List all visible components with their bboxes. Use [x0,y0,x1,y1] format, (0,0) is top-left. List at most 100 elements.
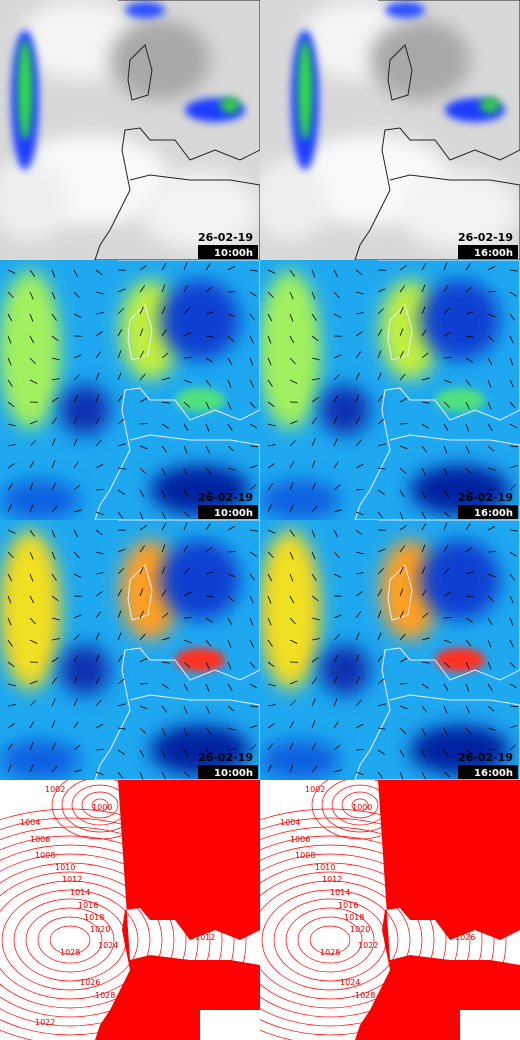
wind-arrow [421,377,430,381]
wind-arrow [249,529,258,532]
field-blob [0,530,60,690]
isobar [0,835,211,1040]
wind-arrow [205,617,213,623]
wind-arrow [249,724,258,729]
wind-arrow [161,749,166,758]
wind-arrow [377,443,386,447]
wind-arrow [117,655,123,663]
time-label: 16:00h [474,248,513,259]
wind-arrow [139,306,144,315]
wind-arrow [267,595,272,604]
wind-arrow [267,335,272,344]
isobar-label: 1012 [62,875,82,884]
wind-arrow [205,286,213,293]
isobar-label: 1022 [35,1018,55,1027]
isobar-label: 1026 [455,933,475,942]
field-blob [385,2,425,18]
wind-arrow [205,523,211,531]
wind-arrow [249,573,256,581]
wind-arrow [161,377,170,381]
wind-arrow [29,460,35,469]
isobar [0,826,223,1040]
wind-arrow [289,680,298,685]
isobar [261,889,399,991]
wind-arrow [73,416,78,425]
time-label: 10:00h [214,768,253,779]
field-blob [260,740,340,780]
wind-arrow [161,306,166,315]
wind-arrow [161,544,166,553]
isobar-label: 1018 [84,913,104,922]
wind-arrow [51,765,58,773]
wind-arrow [139,566,144,575]
map-panel: 26-02-19 10:00h [0,260,260,520]
wind-arrow [443,445,448,454]
wind-arrow [311,417,318,425]
wind-arrow [311,638,320,641]
wind-arrow [333,416,338,425]
isobar-label: 1002 [45,785,65,794]
wind-arrow [227,525,236,531]
isobar [0,871,163,1009]
wind-arrow [161,262,167,271]
field-blob [60,645,110,695]
wind-arrow [289,639,298,644]
wind-arrow [311,482,317,491]
wind-arrow [267,291,274,299]
wind-arrow [333,291,340,299]
wind-arrow [7,269,16,274]
wind-arrow [205,263,211,271]
wind-arrow [443,544,449,553]
wind-arrow [443,771,451,778]
wind-arrow [377,418,385,425]
wind-arrow [139,749,145,758]
wind-arrow [289,313,294,322]
isobar-label: 1006 [30,835,50,844]
wind-arrow [73,269,79,278]
wind-arrow [73,291,80,299]
isobar-label: 1004 [20,818,40,827]
wind-arrow [333,654,339,663]
wind-arrow [205,749,214,755]
wind-arrow [51,357,60,361]
wind-arrow [51,657,59,663]
wind-arrow [465,286,473,293]
wind-arrow [267,723,275,729]
wind-arrow [73,313,82,318]
date-label: 26-02-19 [458,491,513,504]
wind-arrow [421,262,427,271]
time-box [458,245,518,259]
wind-arrow [117,467,126,470]
wind-arrow [117,610,122,619]
wind-arrow [333,676,338,685]
wind-arrow [183,591,192,597]
wind-arrow [311,505,318,513]
wind-arrow [333,529,339,538]
date-label: 26-02-19 [198,491,253,504]
field-blob [298,40,312,140]
field-blob [420,280,500,360]
wind-arrow [487,705,495,712]
field-blob [60,385,110,435]
wind-arrow [509,379,514,388]
wind-arrow [29,482,34,491]
wind-arrow [183,262,188,271]
isobar-label: 1014 [330,888,350,897]
wind-arrow [95,611,102,619]
wind-arrow [289,742,294,751]
wind-arrow [183,445,188,454]
wind-arrow [73,614,82,619]
field-blob [150,725,250,775]
wind-arrow [183,661,191,668]
wind-arrow [117,328,123,337]
wind-arrow [161,612,169,619]
wind-arrow [289,764,294,773]
wind-arrow [443,307,450,315]
isobar-label: 1000 [92,803,112,812]
wind-arrow [289,482,294,491]
wind-arrow [95,771,104,776]
wind-arrow [487,379,492,388]
wind-arrow [311,595,319,602]
time-label: 16:00h [474,508,513,519]
